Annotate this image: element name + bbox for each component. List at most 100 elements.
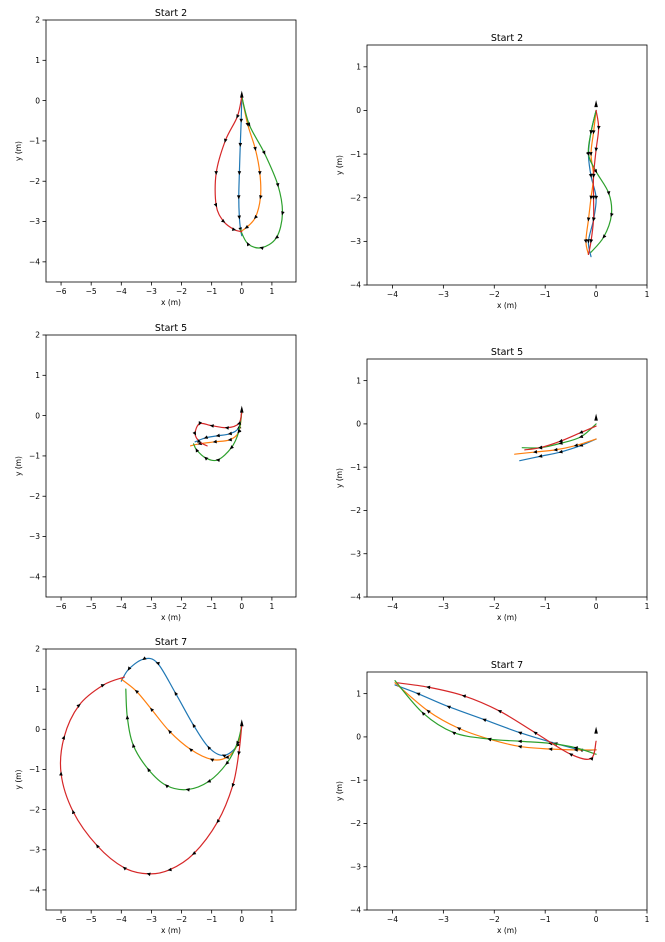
axes-frame xyxy=(45,334,297,598)
direction-arrow xyxy=(224,426,229,430)
direction-arrow xyxy=(538,454,543,458)
direction-arrow xyxy=(594,195,599,200)
x-tick-label: −3 xyxy=(438,602,449,611)
direction-arrow xyxy=(225,760,230,765)
direction-arrow xyxy=(281,211,285,216)
direction-arrow xyxy=(589,757,594,761)
direction-arrow xyxy=(461,694,467,699)
x-tick-label: 0 xyxy=(239,915,244,924)
x-tick-label: 1 xyxy=(645,290,650,299)
direction-arrow xyxy=(206,779,212,783)
y-tick-label: −2 xyxy=(350,506,361,515)
y-tick-label: −4 xyxy=(29,886,40,895)
direction-arrow xyxy=(259,246,264,251)
x-tick-label: 1 xyxy=(270,602,275,611)
direction-arrow xyxy=(533,450,538,454)
direction-arrow xyxy=(215,433,220,438)
direction-arrow xyxy=(497,710,502,714)
direction-arrow xyxy=(192,431,197,436)
start-marker xyxy=(594,413,598,421)
direction-arrow xyxy=(195,448,200,453)
x-tick-label: −1 xyxy=(540,915,551,924)
subplot-title: Start 7 xyxy=(491,660,523,671)
series-line-blue xyxy=(120,657,243,757)
direction-arrow xyxy=(236,195,241,200)
direction-arrow xyxy=(573,443,579,447)
direction-arrow xyxy=(236,114,240,119)
y-axis-label: y (m) xyxy=(335,781,344,801)
direction-arrow xyxy=(231,782,236,788)
direction-arrow xyxy=(191,851,197,855)
y-tick-label: −2 xyxy=(29,492,40,501)
direction-arrow xyxy=(586,217,591,222)
direction-arrow xyxy=(215,458,220,463)
y-axis-label: y (m) xyxy=(335,155,344,175)
direction-arrow xyxy=(227,431,233,436)
direction-arrow xyxy=(578,430,584,434)
direction-arrow xyxy=(553,447,558,452)
y-tick-label: 1 xyxy=(35,371,40,380)
direction-arrow xyxy=(517,739,522,744)
direction-arrow xyxy=(198,421,203,426)
y-tick-label: −1 xyxy=(29,137,40,146)
direction-arrow xyxy=(229,445,234,450)
direction-arrow xyxy=(236,421,242,425)
direction-arrow xyxy=(578,434,584,438)
x-tick-label: −3 xyxy=(438,915,449,924)
direction-arrow xyxy=(517,745,523,749)
direction-arrow xyxy=(221,754,227,758)
x-tick-label: 1 xyxy=(645,602,650,611)
x-tick-label: 0 xyxy=(594,290,599,299)
direction-arrow xyxy=(246,122,251,127)
y-tick-label: 1 xyxy=(35,56,40,65)
direction-arrow xyxy=(192,723,197,728)
y-axis-label: y (m) xyxy=(335,468,344,488)
direction-arrow xyxy=(244,224,249,229)
y-tick-label: −1 xyxy=(29,765,40,774)
x-tick-label: −3 xyxy=(146,602,157,611)
series-line-red xyxy=(396,682,597,760)
direction-arrow xyxy=(237,215,241,220)
x-axis-label: x (m) xyxy=(497,301,517,310)
y-tick-label: −1 xyxy=(350,463,361,472)
direction-arrow xyxy=(591,195,596,200)
start-marker xyxy=(239,719,244,727)
y-tick-label: 2 xyxy=(35,645,40,654)
direction-arrow xyxy=(71,809,76,815)
direction-arrow xyxy=(147,767,151,773)
direction-arrow xyxy=(246,241,251,247)
direction-arrow xyxy=(586,239,590,244)
x-tick-label: 0 xyxy=(594,915,599,924)
series-line-orange xyxy=(120,678,243,761)
direction-arrow xyxy=(167,867,172,872)
x-tick-label: −4 xyxy=(387,290,398,299)
axes-frame xyxy=(45,648,297,911)
direction-arrow xyxy=(207,745,212,751)
subplot-1: Start 2 −6 −5 −4 −3 −2 −1 0 1 −4 −3 −2 −1 0 1 2 x (m) y (… xyxy=(14,8,297,307)
direction-arrow xyxy=(568,753,574,757)
y-tick-label: 1 xyxy=(356,376,361,385)
x-axis-label: x (m) xyxy=(497,926,517,935)
direction-arrow xyxy=(254,214,259,219)
subplot-title: Start 2 xyxy=(491,33,523,44)
x-tick-label: −4 xyxy=(387,915,398,924)
direction-arrow xyxy=(164,784,170,789)
direction-arrow xyxy=(203,435,209,439)
direction-arrow xyxy=(610,212,614,218)
y-tick-label: −3 xyxy=(350,862,361,871)
direction-arrow xyxy=(426,709,431,714)
axes-frame xyxy=(45,19,297,283)
x-tick-label: 1 xyxy=(270,287,275,296)
x-tick-label: −2 xyxy=(176,287,187,296)
direction-arrow xyxy=(146,872,151,877)
direction-arrow xyxy=(122,866,128,871)
y-tick-label: −3 xyxy=(350,237,361,246)
direction-arrow xyxy=(517,731,523,735)
direction-arrow xyxy=(209,424,214,428)
y-tick-label: 0 xyxy=(356,733,361,742)
subplot-title: Start 5 xyxy=(491,347,523,358)
y-tick-label: −3 xyxy=(29,532,40,541)
y-tick-label: −2 xyxy=(350,193,361,202)
x-tick-label: −2 xyxy=(489,915,500,924)
x-tick-label: −2 xyxy=(489,290,500,299)
